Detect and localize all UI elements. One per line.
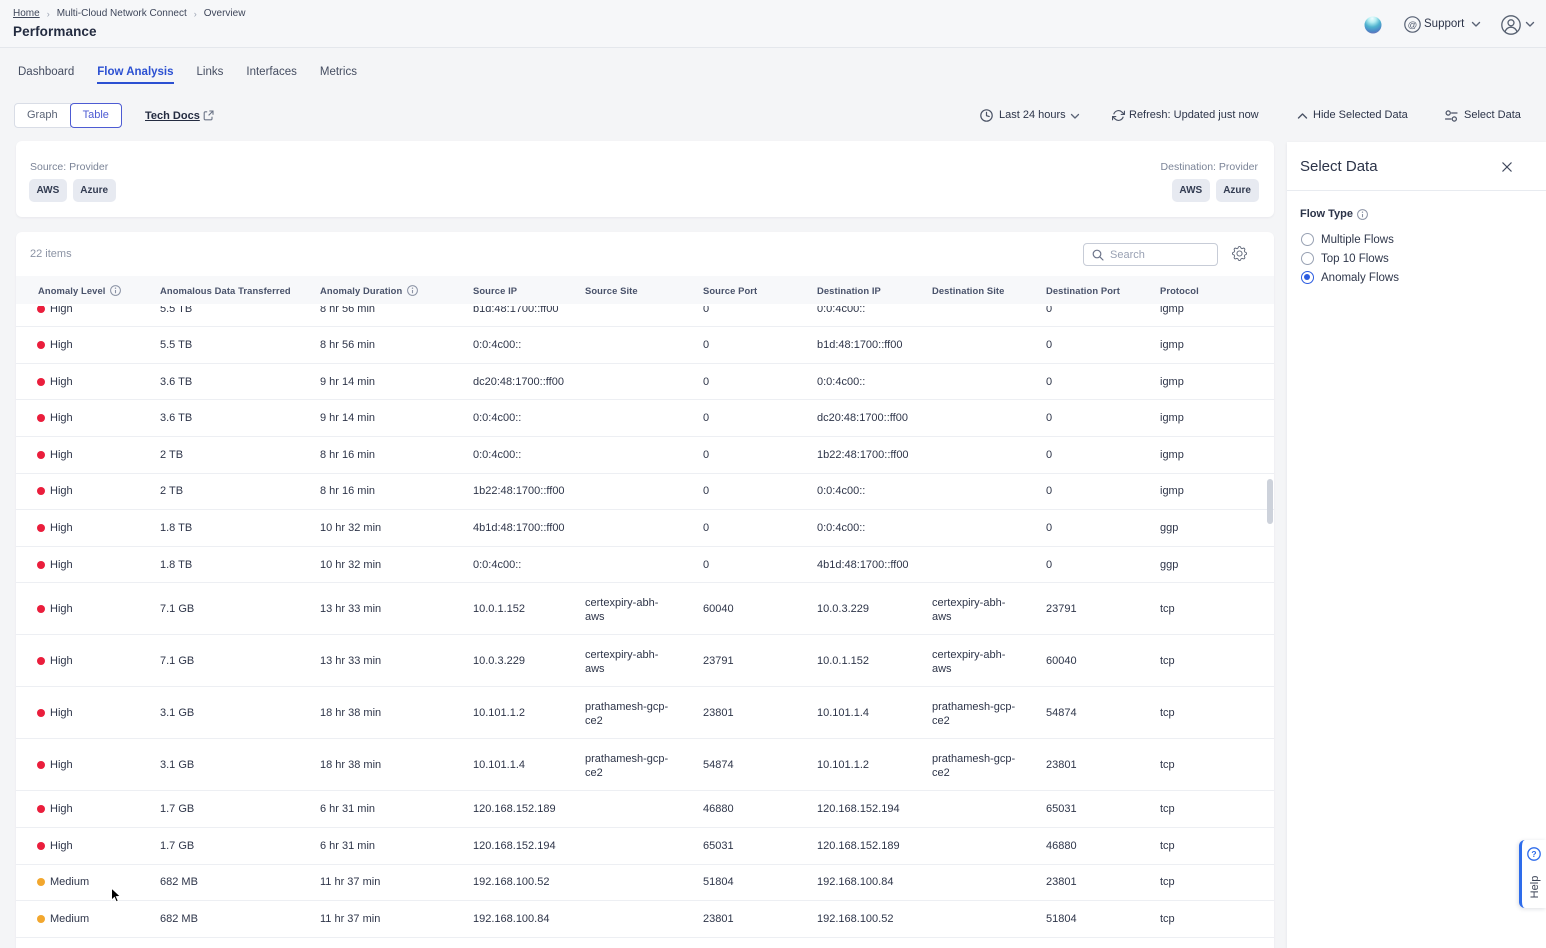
svg-text:?: ? [1531, 849, 1536, 859]
svg-text:@: @ [1408, 20, 1418, 31]
